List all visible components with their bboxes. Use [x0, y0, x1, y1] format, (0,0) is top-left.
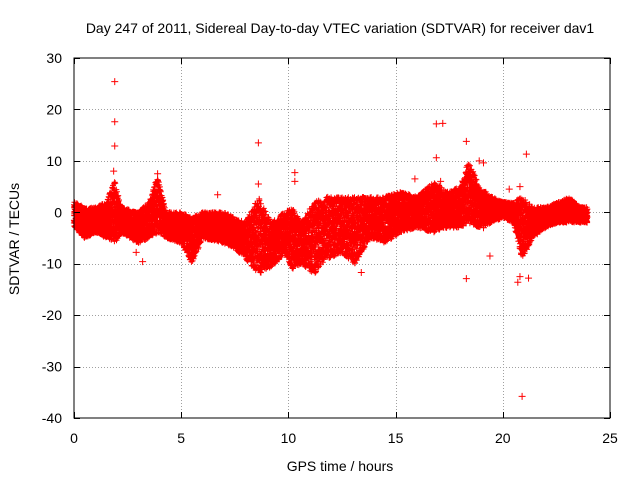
data-point: [357, 268, 365, 276]
y-tick-label: -30: [42, 359, 62, 375]
data-point: [505, 185, 513, 193]
data-point: [475, 157, 483, 165]
data-point: [111, 142, 119, 150]
y-tick-label: 0: [54, 204, 62, 220]
data-point: [516, 183, 524, 191]
data-point: [514, 278, 522, 286]
data-point: [432, 120, 440, 128]
data-point: [516, 273, 524, 281]
y-tick-label: 20: [46, 101, 62, 117]
axis-ticks: 0 5 10 15 20 25 -40 -30 -20 -10 0 10 20 30: [42, 50, 618, 446]
y-tick-label: -40: [42, 410, 62, 426]
data-point: [439, 119, 447, 127]
x-tick-label: 25: [602, 430, 618, 446]
plot-frame: [73, 57, 611, 419]
y-tick-label: -10: [42, 256, 62, 272]
data-point: [291, 169, 299, 177]
data-point: [486, 252, 494, 260]
data-point: [432, 154, 440, 162]
data-point: [480, 224, 488, 232]
y-axis-label: SDTVAR / TECUs: [6, 183, 22, 295]
data-point: [411, 175, 419, 183]
data-point: [132, 248, 140, 256]
data-point: [254, 180, 262, 188]
y-tick-label: -20: [42, 307, 62, 323]
data-point: [480, 159, 488, 167]
data-point: [437, 177, 445, 185]
data-point: [525, 274, 533, 282]
data-point: [462, 275, 470, 283]
x-axis-label: GPS time / hours: [287, 458, 394, 474]
x-tick-label: 20: [495, 430, 511, 446]
x-tick-label: 10: [281, 430, 297, 446]
y-tick-label: 30: [46, 50, 62, 66]
data-point: [214, 191, 222, 199]
data-point: [462, 137, 470, 145]
data-point: [110, 167, 118, 175]
data-point: [139, 258, 147, 266]
data-point: [522, 150, 530, 158]
data-series: [70, 78, 591, 400]
y-tick-label: 10: [46, 153, 62, 169]
data-point: [154, 170, 162, 178]
data-point: [291, 177, 299, 185]
data-point: [254, 139, 262, 147]
x-tick-label: 0: [70, 430, 78, 446]
data-point: [111, 78, 119, 86]
x-tick-label: 5: [177, 430, 185, 446]
data-point: [111, 118, 119, 126]
x-tick-label: 15: [388, 430, 404, 446]
chart-title: Day 247 of 2011, Sidereal Day-to-day VTE…: [86, 20, 595, 36]
data-point: [518, 392, 526, 400]
